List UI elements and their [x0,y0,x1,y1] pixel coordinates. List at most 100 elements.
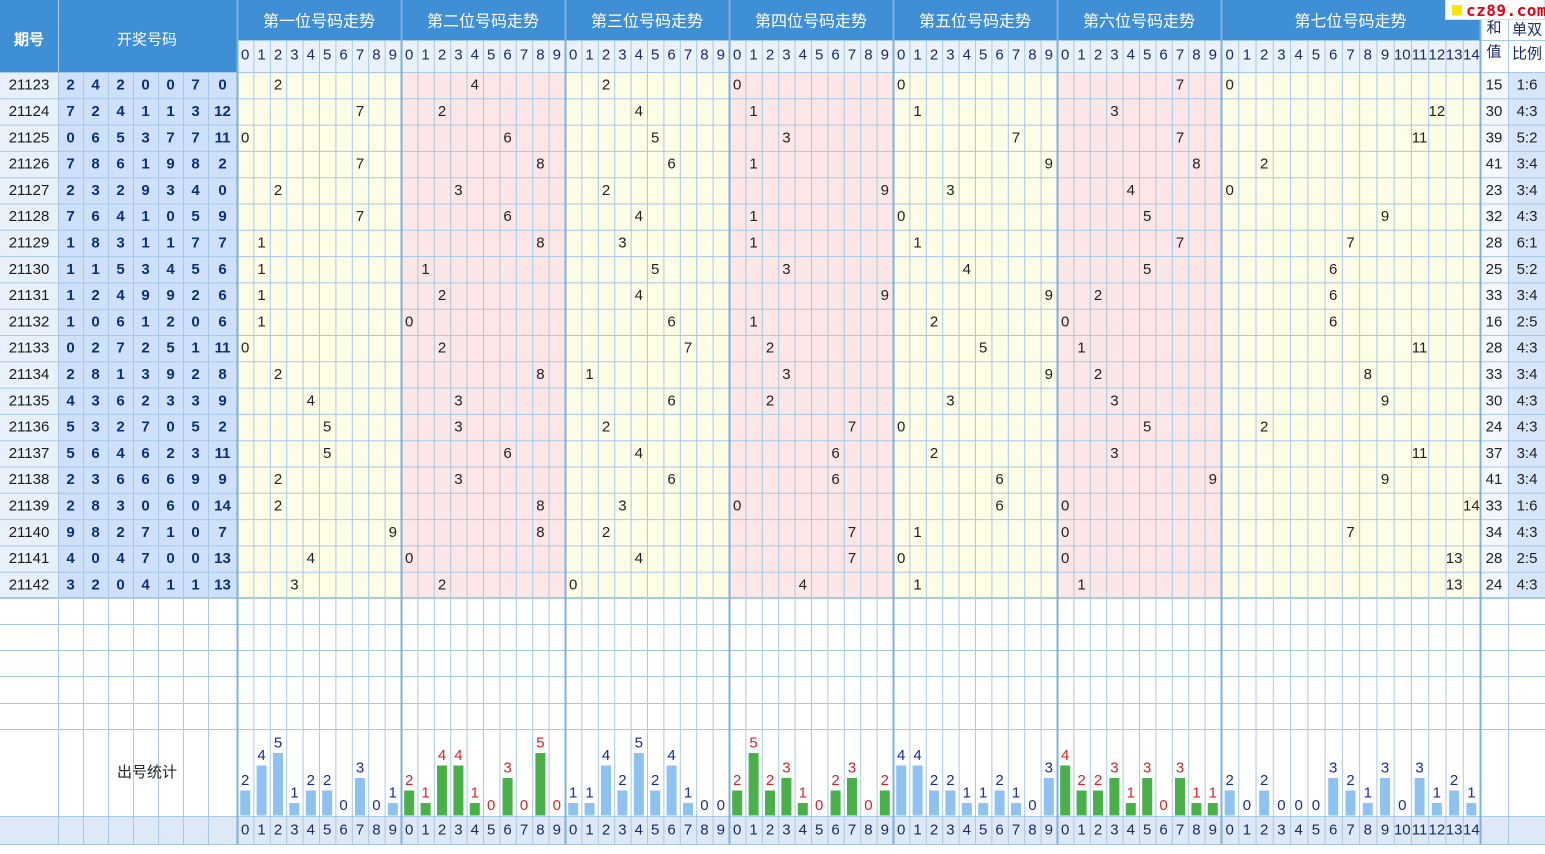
stat-value: 0 [1312,797,1320,814]
draw-number: 4 [141,576,150,593]
trend-hit-number: 14 [1463,497,1480,514]
trend-hit-number: 11 [1412,445,1428,462]
ratio-value: 3:4 [1517,366,1538,383]
trend-hit-number: 1 [749,234,757,251]
stat-bar [1466,803,1477,816]
trend-hit-number: 2 [274,366,282,383]
draw-header-cell [58,40,237,72]
digit-col-header: 8 [536,47,544,64]
digit-col-header: 7 [1346,47,1354,64]
draw-number: 3 [141,129,149,146]
stat-value: 0 [1028,797,1036,814]
footer-digit: 1 [913,822,921,839]
trend-hit-number: 0 [569,576,577,593]
draw-number: 3 [91,419,99,436]
stat-value: 0 [553,797,561,814]
draw-number: 8 [218,366,226,383]
period-cell: 21133 [9,340,50,357]
digit-col-header: 0 [1225,47,1233,64]
stat-value: 3 [1415,760,1423,777]
footer-digit: 2 [438,822,446,839]
draw-number: 9 [218,471,226,488]
trend-hit-number: 0 [897,208,905,225]
trend-hit-number: 4 [635,445,643,462]
trend-hit-number: 4 [635,208,643,225]
draw-number: 9 [141,182,149,199]
trend-hit-number: 5 [651,261,659,278]
footer-digit: 6 [503,822,511,839]
trend-hit-number: 0 [1061,524,1069,541]
draw-number: 2 [116,524,124,541]
digit-col-header: 5 [323,47,331,64]
draw-number: 2 [141,392,149,409]
draw-number: 11 [215,445,231,462]
draw-number: 0 [91,550,99,567]
draw-number: 0 [218,77,226,94]
footer-digit: 12 [1428,822,1445,839]
trend-hit-number: 6 [667,471,675,488]
trend-hit-number: 0 [1225,182,1233,199]
stat-bar [502,778,513,816]
footer-digit: 2 [602,822,610,839]
draw-number: 3 [141,366,149,383]
footer-digit: 4 [307,822,315,839]
digit-col-header: 12 [1428,47,1445,64]
section-1-title: 第一位号码走势 [263,13,375,31]
sum-value: 30 [1486,392,1503,409]
ratio-value: 3:4 [1517,471,1538,488]
trend-hit-number: 1 [257,261,265,278]
draw-number: 1 [141,313,149,330]
trend-hit-number: 8 [1364,366,1372,383]
section-5-title: 第五位号码走势 [919,13,1031,31]
stat-value: 1 [389,785,397,802]
trend-hit-number: 13 [1446,550,1463,567]
stat-value: 3 [1110,760,1118,777]
draw-number: 7 [66,156,74,173]
draw-number: 1 [191,576,199,593]
footer-digit: 1 [749,822,757,839]
draw-number: 6 [218,261,226,278]
digit-col-header: 10 [1394,47,1411,64]
draw-number: 8 [91,524,99,541]
digit-col-header: 9 [717,47,725,64]
stat-value: 1 [1364,785,1372,802]
draw-number: 2 [116,77,124,94]
site-logo[interactable]: cz89.com [1445,0,1545,20]
draw-number: 4 [166,261,175,278]
stat-bar [1345,790,1356,816]
draw-number: 2 [141,340,149,357]
draw-number: 7 [218,234,226,251]
stat-value: 4 [257,747,265,764]
stat-value: 3 [356,760,364,777]
digit-col-header: 1 [585,47,593,64]
digit-col-header: 9 [1381,47,1389,64]
draw-number: 4 [191,182,200,199]
stat-bar [1449,790,1460,816]
digit-col-header: 8 [1192,47,1200,64]
footer-digit: 1 [257,822,265,839]
stat-bar [404,790,415,816]
trend-hit-number: 0 [1225,77,1233,94]
footer-digit: 0 [405,822,413,839]
trend-hit-number: 8 [536,234,544,251]
stat-value: 3 [503,760,511,777]
trend-hit-number: 8 [1192,156,1200,173]
footer-digit: 6 [1159,822,1167,839]
trend-hit-number: 9 [1045,366,1053,383]
period-cell: 21124 [9,103,50,120]
draw-number: 2 [218,419,226,436]
digit-col-header: 1 [1077,47,1085,64]
trend-hit-number: 1 [749,156,757,173]
sum-value: 33 [1486,497,1503,514]
period-header-cell [0,40,58,72]
footer-digit: 2 [930,822,938,839]
period-cell: 21126 [9,156,50,173]
ratio-value: 1:6 [1517,497,1538,514]
footer-digit: 6 [995,822,1003,839]
sum-value: 24 [1486,419,1503,436]
digit-col-header: 7 [848,47,856,64]
period-cell: 21132 [9,313,50,330]
trend-hit-number: 9 [389,524,397,541]
trend-hit-number: 5 [323,445,331,462]
draw-number: 4 [116,103,125,120]
